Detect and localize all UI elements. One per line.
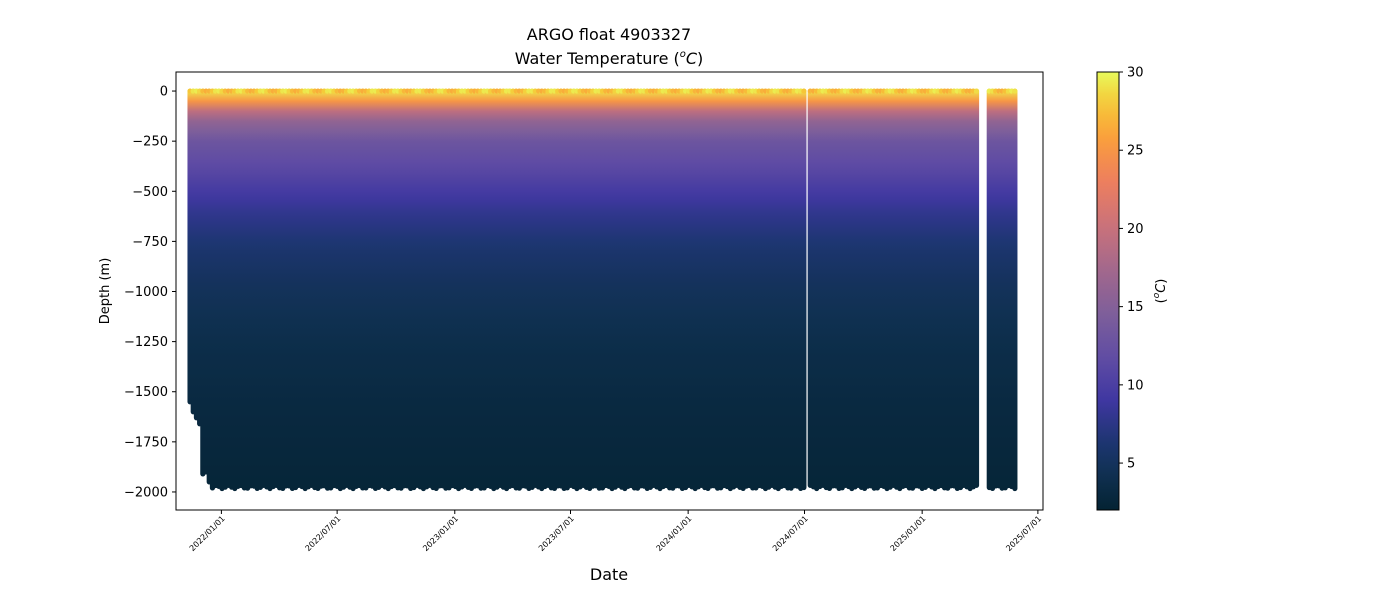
colorbar-axis: 5 10 15 20 25 30: [1119, 66, 1144, 472]
x-tick-label: 2025/01/01: [889, 514, 928, 553]
plot-frame: [175, 71, 1044, 511]
chart-subtitle: Water Temperature (oC): [515, 49, 704, 68]
x-tick-label: 2022/01/01: [188, 514, 227, 553]
colorbar-tick-label: 25: [1127, 144, 1144, 159]
colorbar-tick-label: 20: [1127, 222, 1144, 237]
y-tick-label: −750: [132, 235, 168, 250]
surface-point: [801, 88, 807, 94]
x-axis: 2022/01/01 2022/07/01 2023/01/01 2023/07/01…: [188, 510, 1043, 553]
colorbar-tick-label: 5: [1127, 457, 1135, 472]
y-axis-label: Depth (m): [98, 258, 113, 325]
chart-title: ARGO float 4903327: [527, 25, 691, 44]
x-tick-label: 2023/07/01: [537, 514, 576, 553]
y-tick-label: −1750: [124, 435, 168, 450]
surface-point: [973, 88, 980, 94]
colorbar-tick-label: 30: [1127, 66, 1144, 81]
colorbar: [1096, 71, 1120, 511]
x-tick-label: 2022/07/01: [304, 514, 343, 553]
y-tick-label: −1250: [124, 335, 168, 350]
y-tick-label: −1000: [124, 285, 168, 300]
colorbar-tick-label: 15: [1127, 300, 1144, 315]
x-axis-label: Date: [590, 565, 628, 584]
x-tick-label: 2024/07/01: [771, 514, 810, 553]
x-tick-label: 2025/07/01: [1004, 514, 1043, 553]
colorbar-label: (oC): [1152, 279, 1169, 304]
colorbar-tick-label: 10: [1127, 378, 1144, 393]
y-axis: 0 −250 −500 −750 −1000 −1250 −1500 −1750 −2000: [124, 85, 176, 500]
y-tick-label: −1500: [124, 385, 168, 400]
surface-point: [1012, 88, 1018, 94]
y-tick-label: −2000: [124, 485, 168, 500]
y-tick-label: −250: [132, 135, 168, 150]
x-tick-label: 2024/01/01: [655, 514, 694, 553]
x-tick-label: 2023/01/01: [421, 514, 460, 553]
y-tick-label: −500: [132, 185, 168, 200]
y-tick-label: 0: [160, 85, 168, 100]
profile-series: [187, 88, 1018, 492]
